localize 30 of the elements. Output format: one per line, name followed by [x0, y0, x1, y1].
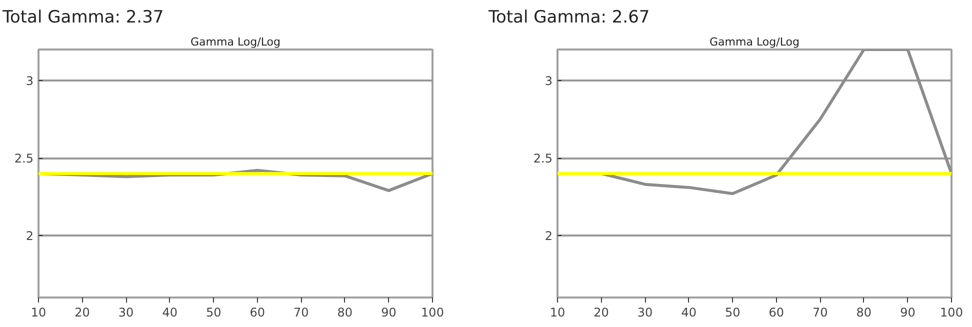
x-tick-label: 40 [681, 306, 696, 320]
x-tick-label: 20 [74, 306, 90, 320]
y-tick-label: 2 [26, 229, 34, 243]
x-tick-label: 90 [900, 306, 916, 320]
x-tick-label: 20 [594, 306, 609, 320]
chart-title: Total Gamma: 2.37 [2, 8, 164, 28]
y-tick-label: 3 [544, 74, 553, 88]
x-tick-label: 100 [421, 306, 444, 320]
x-tick-label: 10 [30, 306, 46, 320]
x-tick-label: 40 [162, 306, 178, 320]
x-tick-label: 100 [940, 306, 963, 320]
x-tick-label: 60 [768, 306, 784, 320]
y-tick-label: 3 [26, 74, 34, 88]
chart-subtitle: Gamma Log/Log [710, 36, 800, 48]
x-tick-label: 30 [118, 306, 134, 320]
x-tick-label: 60 [250, 306, 266, 320]
x-tick-label: 10 [550, 306, 566, 320]
chart-title: Total Gamma: 2.67 [488, 8, 650, 28]
x-tick-label: 80 [337, 306, 353, 320]
x-tick-label: 70 [294, 306, 309, 320]
chart-subtitle: Gamma Log/Log [190, 36, 280, 48]
x-tick-label: 80 [856, 306, 872, 320]
x-tick-label: 70 [812, 306, 828, 320]
y-tick-label: 2.5 [533, 152, 553, 166]
x-tick-label: 90 [381, 306, 396, 320]
x-tick-label: 30 [637, 306, 653, 320]
x-tick-label: 50 [724, 306, 740, 320]
y-tick-label: 2 [544, 229, 553, 243]
x-tick-label: 50 [206, 306, 222, 320]
y-tick-label: 2.5 [14, 152, 34, 166]
